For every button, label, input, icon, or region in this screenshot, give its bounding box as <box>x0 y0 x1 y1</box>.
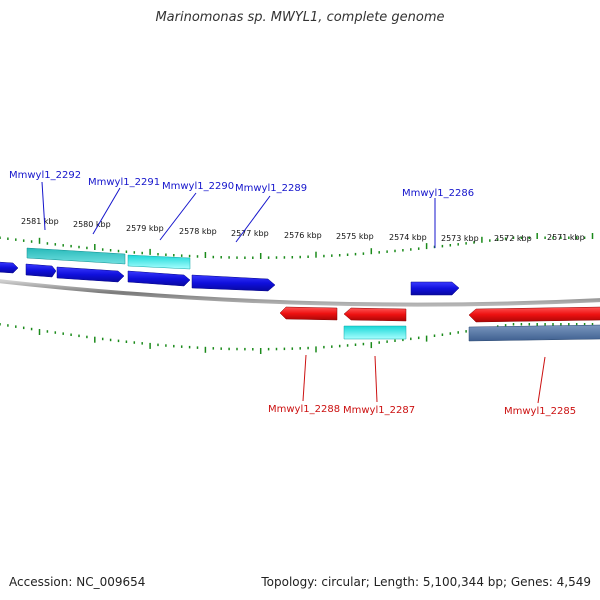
gene-label-forward[interactable]: Mmwyl1_2292 <box>9 170 81 181</box>
reverse-gene-arrow[interactable] <box>468 306 600 323</box>
scale-labels: 2581 kbp 2580 kbp 2579 kbp 2578 kbp 2577… <box>21 217 585 243</box>
scale-label: 2578 kbp <box>179 227 217 236</box>
gene-label-forward[interactable]: Mmwyl1_2286 <box>402 188 474 199</box>
scale-label: 2572 kbp <box>494 234 532 243</box>
gene-label-reverse[interactable]: Mmwyl1_2287 <box>343 405 415 416</box>
forward-gene-arrow[interactable] <box>191 274 276 292</box>
reverse-label-leaders <box>302 354 546 404</box>
forward-feature-teal[interactable] <box>26 247 126 265</box>
gene-label-forward[interactable]: Mmwyl1_2290 <box>162 181 234 192</box>
genome-title: Marinomonas sp. MWYL1, complete genome <box>155 10 445 25</box>
reverse-feature-steel[interactable] <box>468 324 600 342</box>
gene-label-forward[interactable]: Mmwyl1_2291 <box>88 177 160 188</box>
scale-label: 2576 kbp <box>284 231 322 240</box>
scale-label: 2579 kbp <box>126 224 164 233</box>
forward-gene-arrow[interactable] <box>0 261 19 274</box>
genome-backbone <box>0 279 600 307</box>
forward-gene-arrow[interactable] <box>25 263 57 278</box>
forward-gene-arrow[interactable] <box>56 266 125 283</box>
gene-label-reverse[interactable]: Mmwyl1_2285 <box>504 406 576 417</box>
gene-label-forward[interactable]: Mmwyl1_2289 <box>235 183 307 194</box>
scale-label: 2581 kbp <box>21 217 59 226</box>
genome-summary-text: Topology: circular; Length: 5,100,344 bp… <box>261 575 591 589</box>
scale-label: 2575 kbp <box>336 232 374 241</box>
reverse-gene-arrow[interactable] <box>279 306 338 321</box>
scale-label: 2571 kbp <box>547 233 585 242</box>
forward-gene-arrow[interactable] <box>127 270 191 287</box>
scale-label: 2577 kbp <box>231 229 269 238</box>
accession-text: Accession: NC_009654 <box>9 575 146 589</box>
scale-ticks-top <box>0 233 594 259</box>
gene-label-reverse[interactable]: Mmwyl1_2288 <box>268 404 340 415</box>
forward-label-leaders <box>41 181 436 248</box>
forward-gene-arrow[interactable] <box>410 281 460 296</box>
forward-feature-cyan[interactable] <box>127 254 191 270</box>
reverse-feature-cyan[interactable] <box>343 325 407 340</box>
scale-label: 2573 kbp <box>441 234 479 243</box>
scale-label: 2574 kbp <box>389 233 427 242</box>
reverse-gene-arrow[interactable] <box>343 307 407 322</box>
scale-label: 2580 kbp <box>73 220 111 229</box>
